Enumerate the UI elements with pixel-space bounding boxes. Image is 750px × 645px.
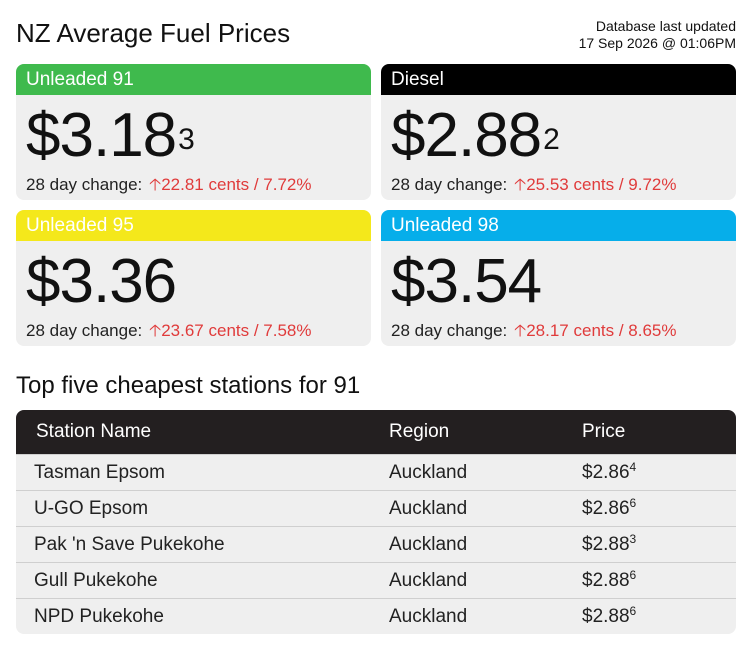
fuel-price-main: $2.88 [391, 101, 542, 170]
station-price-tenths: 4 [629, 459, 637, 474]
fuel-card-diesel: Diesel $2.882 28 day change: 🡡25.53 cent… [381, 64, 736, 200]
table-row: U-GO Epsom Auckland $2.866 [16, 490, 736, 526]
fuel-card-title: Unleaded 91 [16, 64, 371, 95]
column-header-station: Station Name [36, 421, 152, 442]
fuel-price-main: $3.36 [26, 247, 177, 316]
station-region: Auckland [389, 533, 468, 555]
fuel-price: $3.183 [26, 103, 371, 169]
station-region: Auckland [389, 461, 468, 483]
station-name: NPD Pukekohe [34, 605, 164, 627]
station-name: Gull Pukekohe [34, 569, 158, 591]
fuel-price-tenths: 3 [178, 123, 195, 156]
fuel-price-tenths: 2 [543, 123, 560, 156]
station-price-main: $2.86 [582, 461, 630, 483]
station-price: $2.864 [582, 459, 736, 484]
column-header-price: Price [582, 421, 626, 442]
station-price: $2.883 [582, 531, 736, 556]
page-title: NZ Average Fuel Prices [16, 18, 291, 48]
station-price: $2.886 [582, 603, 736, 628]
price-change-value: 28.17 cents / 8.65% [526, 321, 677, 340]
table-row: Tasman Epsom Auckland $2.864 [16, 454, 736, 490]
price-change: 28 day change: 🡡22.81 cents / 7.72% [26, 172, 371, 200]
last-updated-label: Database last updated [595, 18, 736, 34]
fuel-card-title: Unleaded 98 [381, 210, 736, 241]
arrow-up-icon: 🡡 [149, 175, 162, 194]
last-updated: Database last updated 17 Sep 2026 @ 01:0… [579, 18, 736, 52]
station-price-tenths: 6 [629, 603, 637, 618]
fuel-price-main: $3.54 [391, 247, 542, 316]
price-change-label: 28 day change: [26, 321, 143, 340]
price-change: 28 day change: 🡡25.53 cents / 9.72% [391, 172, 736, 200]
price-change: 28 day change: 🡡28.17 cents / 8.65% [391, 318, 736, 346]
table-row: Pak 'n Save Pukekohe Auckland $2.883 [16, 526, 736, 562]
station-price: $2.866 [582, 495, 736, 520]
station-name: Pak 'n Save Pukekohe [34, 533, 225, 555]
station-price-tenths: 3 [629, 531, 637, 546]
stations-title: Top five cheapest stations for 91 [16, 372, 361, 399]
station-region: Auckland [389, 497, 468, 519]
price-change-value: 22.81 cents / 7.72% [161, 175, 312, 194]
fuel-price-main: $3.18 [26, 101, 177, 170]
station-price-main: $2.86 [582, 497, 630, 519]
column-header-region: Region [389, 421, 450, 442]
price-change: 28 day change: 🡡23.67 cents / 7.58% [26, 318, 371, 346]
fuel-card-unleaded-91: Unleaded 91 $3.183 28 day change: 🡡22.81… [16, 64, 371, 200]
price-change-value: 25.53 cents / 9.72% [526, 175, 677, 194]
arrow-up-icon: 🡡 [514, 175, 527, 194]
last-updated-value: 17 Sep 2026 @ 01:06PM [578, 35, 736, 51]
fuel-card-title: Unleaded 95 [16, 210, 371, 241]
arrow-up-icon: 🡡 [149, 321, 162, 340]
table-row: NPD Pukekohe Auckland $2.886 [16, 598, 736, 634]
price-change-value: 23.67 cents / 7.58% [161, 321, 312, 340]
fuel-price: $2.882 [391, 103, 736, 169]
station-name: Tasman Epsom [34, 461, 165, 483]
price-change-label: 28 day change: [26, 175, 143, 194]
fuel-price: $3.36 [26, 249, 371, 315]
fuel-card-unleaded-95: Unleaded 95 $3.36 28 day change: 🡡23.67 … [16, 210, 371, 346]
fuel-card-title: Diesel [381, 64, 736, 95]
station-price-main: $2.88 [582, 569, 630, 591]
station-price-main: $2.88 [582, 533, 630, 555]
arrow-up-icon: 🡡 [514, 321, 527, 340]
table-header: Station Name Region Price [16, 410, 736, 454]
stations-table: Station Name Region Price Tasman Epsom A… [16, 410, 736, 634]
station-region: Auckland [389, 605, 468, 627]
fuel-card-unleaded-98: Unleaded 98 $3.54 28 day change: 🡡28.17 … [381, 210, 736, 346]
price-change-label: 28 day change: [391, 321, 508, 340]
station-price-tenths: 6 [629, 567, 637, 582]
station-price: $2.886 [582, 567, 736, 592]
price-change-label: 28 day change: [391, 175, 508, 194]
station-price-tenths: 6 [629, 495, 637, 510]
station-region: Auckland [389, 569, 468, 591]
table-row: Gull Pukekohe Auckland $2.886 [16, 562, 736, 598]
fuel-price: $3.54 [391, 249, 736, 315]
station-price-main: $2.88 [582, 605, 630, 627]
station-name: U-GO Epsom [34, 497, 149, 519]
